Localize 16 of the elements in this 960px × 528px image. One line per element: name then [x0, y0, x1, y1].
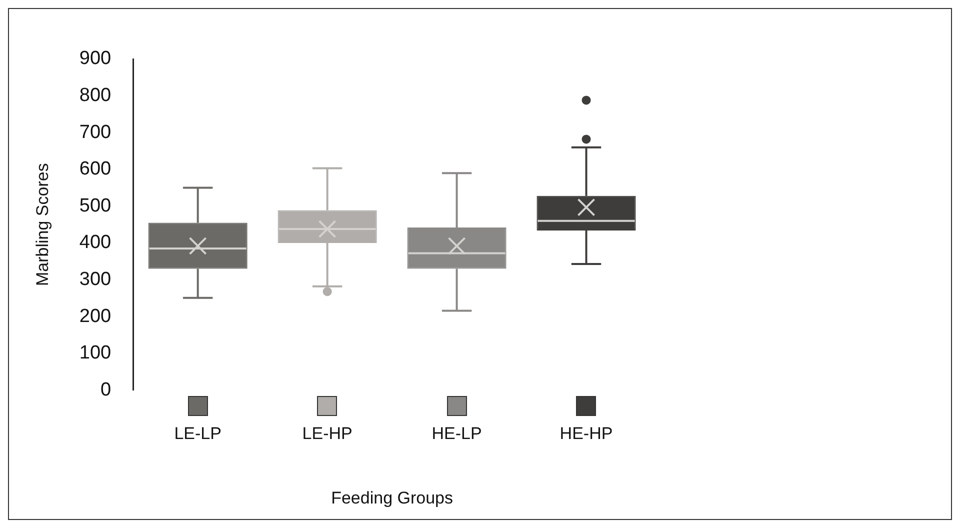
- x-axis-title: Feeding Groups: [331, 488, 454, 508]
- x-tick-label: LE-HP: [302, 424, 352, 444]
- y-tick-label: 500: [79, 195, 112, 216]
- y-axis-title: Marbling Scores: [32, 163, 52, 286]
- y-tick-label: 600: [79, 158, 112, 180]
- y-tick-label: 900: [79, 48, 112, 70]
- y-tick-label: 400: [79, 232, 112, 254]
- x-tick-label: HE-HP: [560, 424, 613, 444]
- x-tick-label: HE-LP: [432, 424, 482, 444]
- y-tick-label: 0: [100, 379, 112, 400]
- y-tick-label: 700: [79, 122, 112, 143]
- x-tick-label: LE-LP: [174, 424, 222, 444]
- y-tick-label: 800: [79, 85, 112, 106]
- y-tick-label: 100: [79, 342, 112, 364]
- y-tick-label: 200: [79, 306, 112, 327]
- y-tick-label: 300: [79, 269, 112, 290]
